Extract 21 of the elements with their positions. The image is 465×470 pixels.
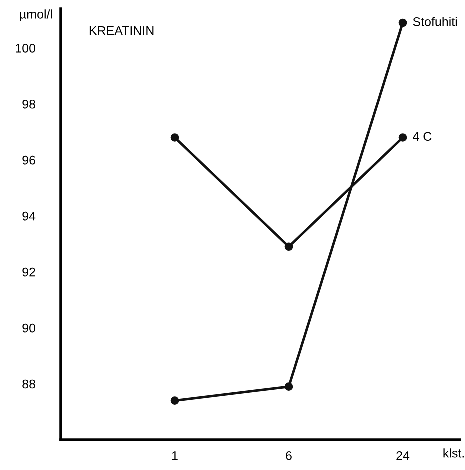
y-tick-label: 92 <box>22 268 36 277</box>
point <box>284 242 294 252</box>
x-tick-label: 6 <box>286 451 292 460</box>
point <box>170 134 180 142</box>
y-tick-label: 94 <box>22 212 36 221</box>
x-tick-label: 24 <box>396 451 410 460</box>
y-tick-label: 100 <box>16 44 36 53</box>
y-tick-label: 88 <box>22 380 36 389</box>
x-tick-label: 1 <box>172 452 178 460</box>
series-label: Stofuhiti <box>413 17 458 26</box>
text: KREATININ <box>90 26 154 36</box>
series-label: 4 C <box>413 132 432 142</box>
x-axis-title: klst. <box>444 448 464 458</box>
point <box>170 396 180 405</box>
point <box>398 134 408 142</box>
point <box>284 382 294 391</box>
y-axis-title: µmol/l <box>20 10 52 22</box>
y-tick-label: 98 <box>22 100 36 109</box>
y-tick-label: 96 <box>22 156 36 165</box>
point <box>398 18 408 28</box>
y-tick-label: 90 <box>22 324 36 333</box>
